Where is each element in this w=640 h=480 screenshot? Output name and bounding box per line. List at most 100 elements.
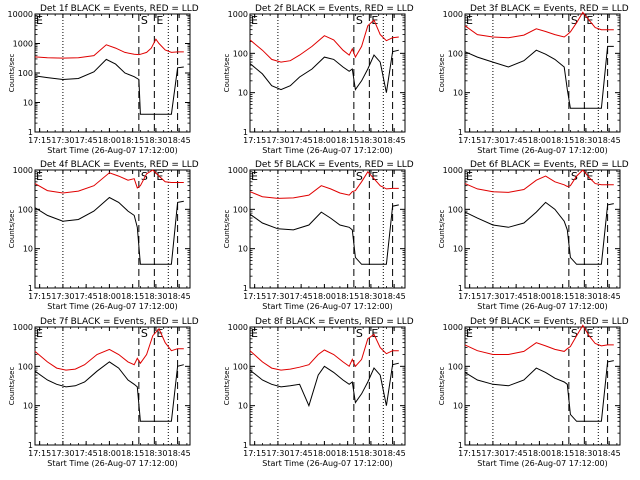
x-tick-label: 17:30 xyxy=(481,449,504,458)
panel-title: Det 7f BLACK = Events, RED = LLD xyxy=(40,317,199,327)
x-tick-label: 17:15 xyxy=(458,292,481,301)
x-axis-label: Start Time (26-Aug-07 17:12:00) xyxy=(477,302,608,311)
y-tick-label: 10 xyxy=(453,402,463,411)
panel-title: Det 4f BLACK = Events, RED = LLD xyxy=(40,160,199,170)
x-tick-label: 17:30 xyxy=(266,136,289,145)
marker-label: E xyxy=(466,170,473,183)
plot-frame xyxy=(249,326,406,446)
y-axis-label: Counts/sec xyxy=(438,367,446,406)
x-tick-label: 18:30 xyxy=(574,449,597,458)
x-axis-label: Start Time (26-Aug-07 17:12:00) xyxy=(47,146,178,155)
plot-frame xyxy=(464,169,621,289)
x-tick-label: 17:45 xyxy=(75,136,98,145)
y-tick-label: 1 xyxy=(28,284,33,293)
panel-title: Det 3f BLACK = Events, RED = LLD xyxy=(470,4,629,14)
y-tick-label: 1000 xyxy=(228,166,248,175)
marker-label: S xyxy=(571,170,578,183)
x-tick-label: 17:15 xyxy=(28,136,51,145)
y-tick-label: 1000 xyxy=(228,323,248,332)
x-tick-label: 18:15 xyxy=(551,292,574,301)
lld-series-line xyxy=(464,169,614,193)
x-tick-label: 18:15 xyxy=(121,449,144,458)
x-tick-label: 18:45 xyxy=(168,292,191,301)
x-tick-label: 18:45 xyxy=(598,449,621,458)
marker-label: E xyxy=(586,170,593,183)
x-tick-label: 18:45 xyxy=(598,292,621,301)
x-tick-label: 17:30 xyxy=(481,136,504,145)
x-tick-label: 18:00 xyxy=(98,292,121,301)
marker-label: E xyxy=(466,14,473,27)
marker-label: E xyxy=(36,327,43,340)
y-axis-label: Counts/sec xyxy=(223,210,231,249)
y-tick-label: 1 xyxy=(458,441,463,450)
y-tick-label: 100 xyxy=(18,205,33,214)
x-tick-label: 17:45 xyxy=(505,449,528,458)
y-tick-label: 100 xyxy=(233,205,248,214)
lld-series-line xyxy=(249,19,399,63)
panel-title: Det 1f BLACK = Events, RED = LLD xyxy=(40,4,199,14)
x-tick-label: 18:30 xyxy=(144,449,167,458)
x-tick-label: 18:30 xyxy=(574,136,597,145)
x-tick-label: 18:00 xyxy=(313,136,336,145)
x-tick-label: 18:30 xyxy=(144,292,167,301)
x-tick-label: 18:45 xyxy=(168,449,191,458)
y-tick-label: 1 xyxy=(28,441,33,450)
x-tick-label: 18:00 xyxy=(528,449,551,458)
x-tick-label: 17:45 xyxy=(505,136,528,145)
panel-2: Det 2f BLACK = Events, RED = LLD 1 10 100 10… xyxy=(223,4,414,155)
panel-title: Det 9f BLACK = Events, RED = LLD xyxy=(470,317,629,327)
panel-5: Det 5f BLACK = Events, RED = LLD 1 10 100 10… xyxy=(223,160,414,311)
x-tick-label: 18:15 xyxy=(121,292,144,301)
y-axis-label: Counts/sec xyxy=(223,54,231,93)
x-tick-label: 18:15 xyxy=(121,136,144,145)
y-tick-label: 100 xyxy=(448,205,463,214)
marker-label: S xyxy=(571,14,578,27)
events-series-line xyxy=(34,58,184,115)
x-tick-label: 18:45 xyxy=(383,136,406,145)
x-tick-label: 18:15 xyxy=(551,449,574,458)
x-axis-label: Start Time (26-Aug-07 17:12:00) xyxy=(47,459,178,468)
y-axis-label: Counts/sec xyxy=(8,210,16,249)
y-tick-label: 1000 xyxy=(443,166,463,175)
x-axis-label: Start Time (26-Aug-07 17:12:00) xyxy=(262,302,393,311)
panel-title: Det 6f BLACK = Events, RED = LLD xyxy=(470,160,629,170)
plot-frame xyxy=(249,169,406,289)
x-tick-label: 18:00 xyxy=(313,292,336,301)
x-tick-label: 17:45 xyxy=(290,292,313,301)
plot-frame xyxy=(464,326,621,446)
y-axis-label: Counts/sec xyxy=(8,54,16,93)
y-tick-label: 100 xyxy=(448,49,463,58)
plot-frame xyxy=(34,326,191,446)
events-series-line xyxy=(34,196,184,265)
marker-label: E xyxy=(371,327,378,340)
marker-label: S xyxy=(571,327,578,340)
y-tick-label: 10 xyxy=(23,245,33,254)
x-tick-label: 18:30 xyxy=(359,449,382,458)
lld-series-line xyxy=(34,169,184,194)
x-tick-label: 17:30 xyxy=(51,292,74,301)
panel-1: Det 1f BLACK = Events, RED = LLD 1 10 100 10… xyxy=(8,4,199,155)
y-tick-label: 10 xyxy=(453,245,463,254)
x-tick-label: 17:30 xyxy=(481,292,504,301)
marker-label: S xyxy=(141,327,148,340)
marker-label: E xyxy=(156,14,163,27)
x-tick-label: 18:15 xyxy=(336,449,359,458)
x-tick-label: 18:30 xyxy=(359,136,382,145)
y-tick-label: 1000 xyxy=(228,10,248,19)
y-tick-label: 10 xyxy=(23,99,33,108)
x-tick-label: 18:15 xyxy=(336,292,359,301)
marker-label: S xyxy=(356,327,363,340)
y-tick-label: 10 xyxy=(238,402,248,411)
y-tick-label: 100 xyxy=(18,362,33,371)
marker-label: S xyxy=(356,170,363,183)
x-tick-label: 17:15 xyxy=(243,449,266,458)
x-tick-label: 18:30 xyxy=(359,292,382,301)
y-tick-label: 1 xyxy=(243,128,248,137)
panel-title: Det 2f BLACK = Events, RED = LLD xyxy=(255,4,414,14)
plot-frame xyxy=(249,13,406,133)
x-tick-label: 17:15 xyxy=(458,449,481,458)
marker-label: E xyxy=(586,327,593,340)
marker-label: E xyxy=(36,170,43,183)
x-tick-label: 17:45 xyxy=(290,449,313,458)
